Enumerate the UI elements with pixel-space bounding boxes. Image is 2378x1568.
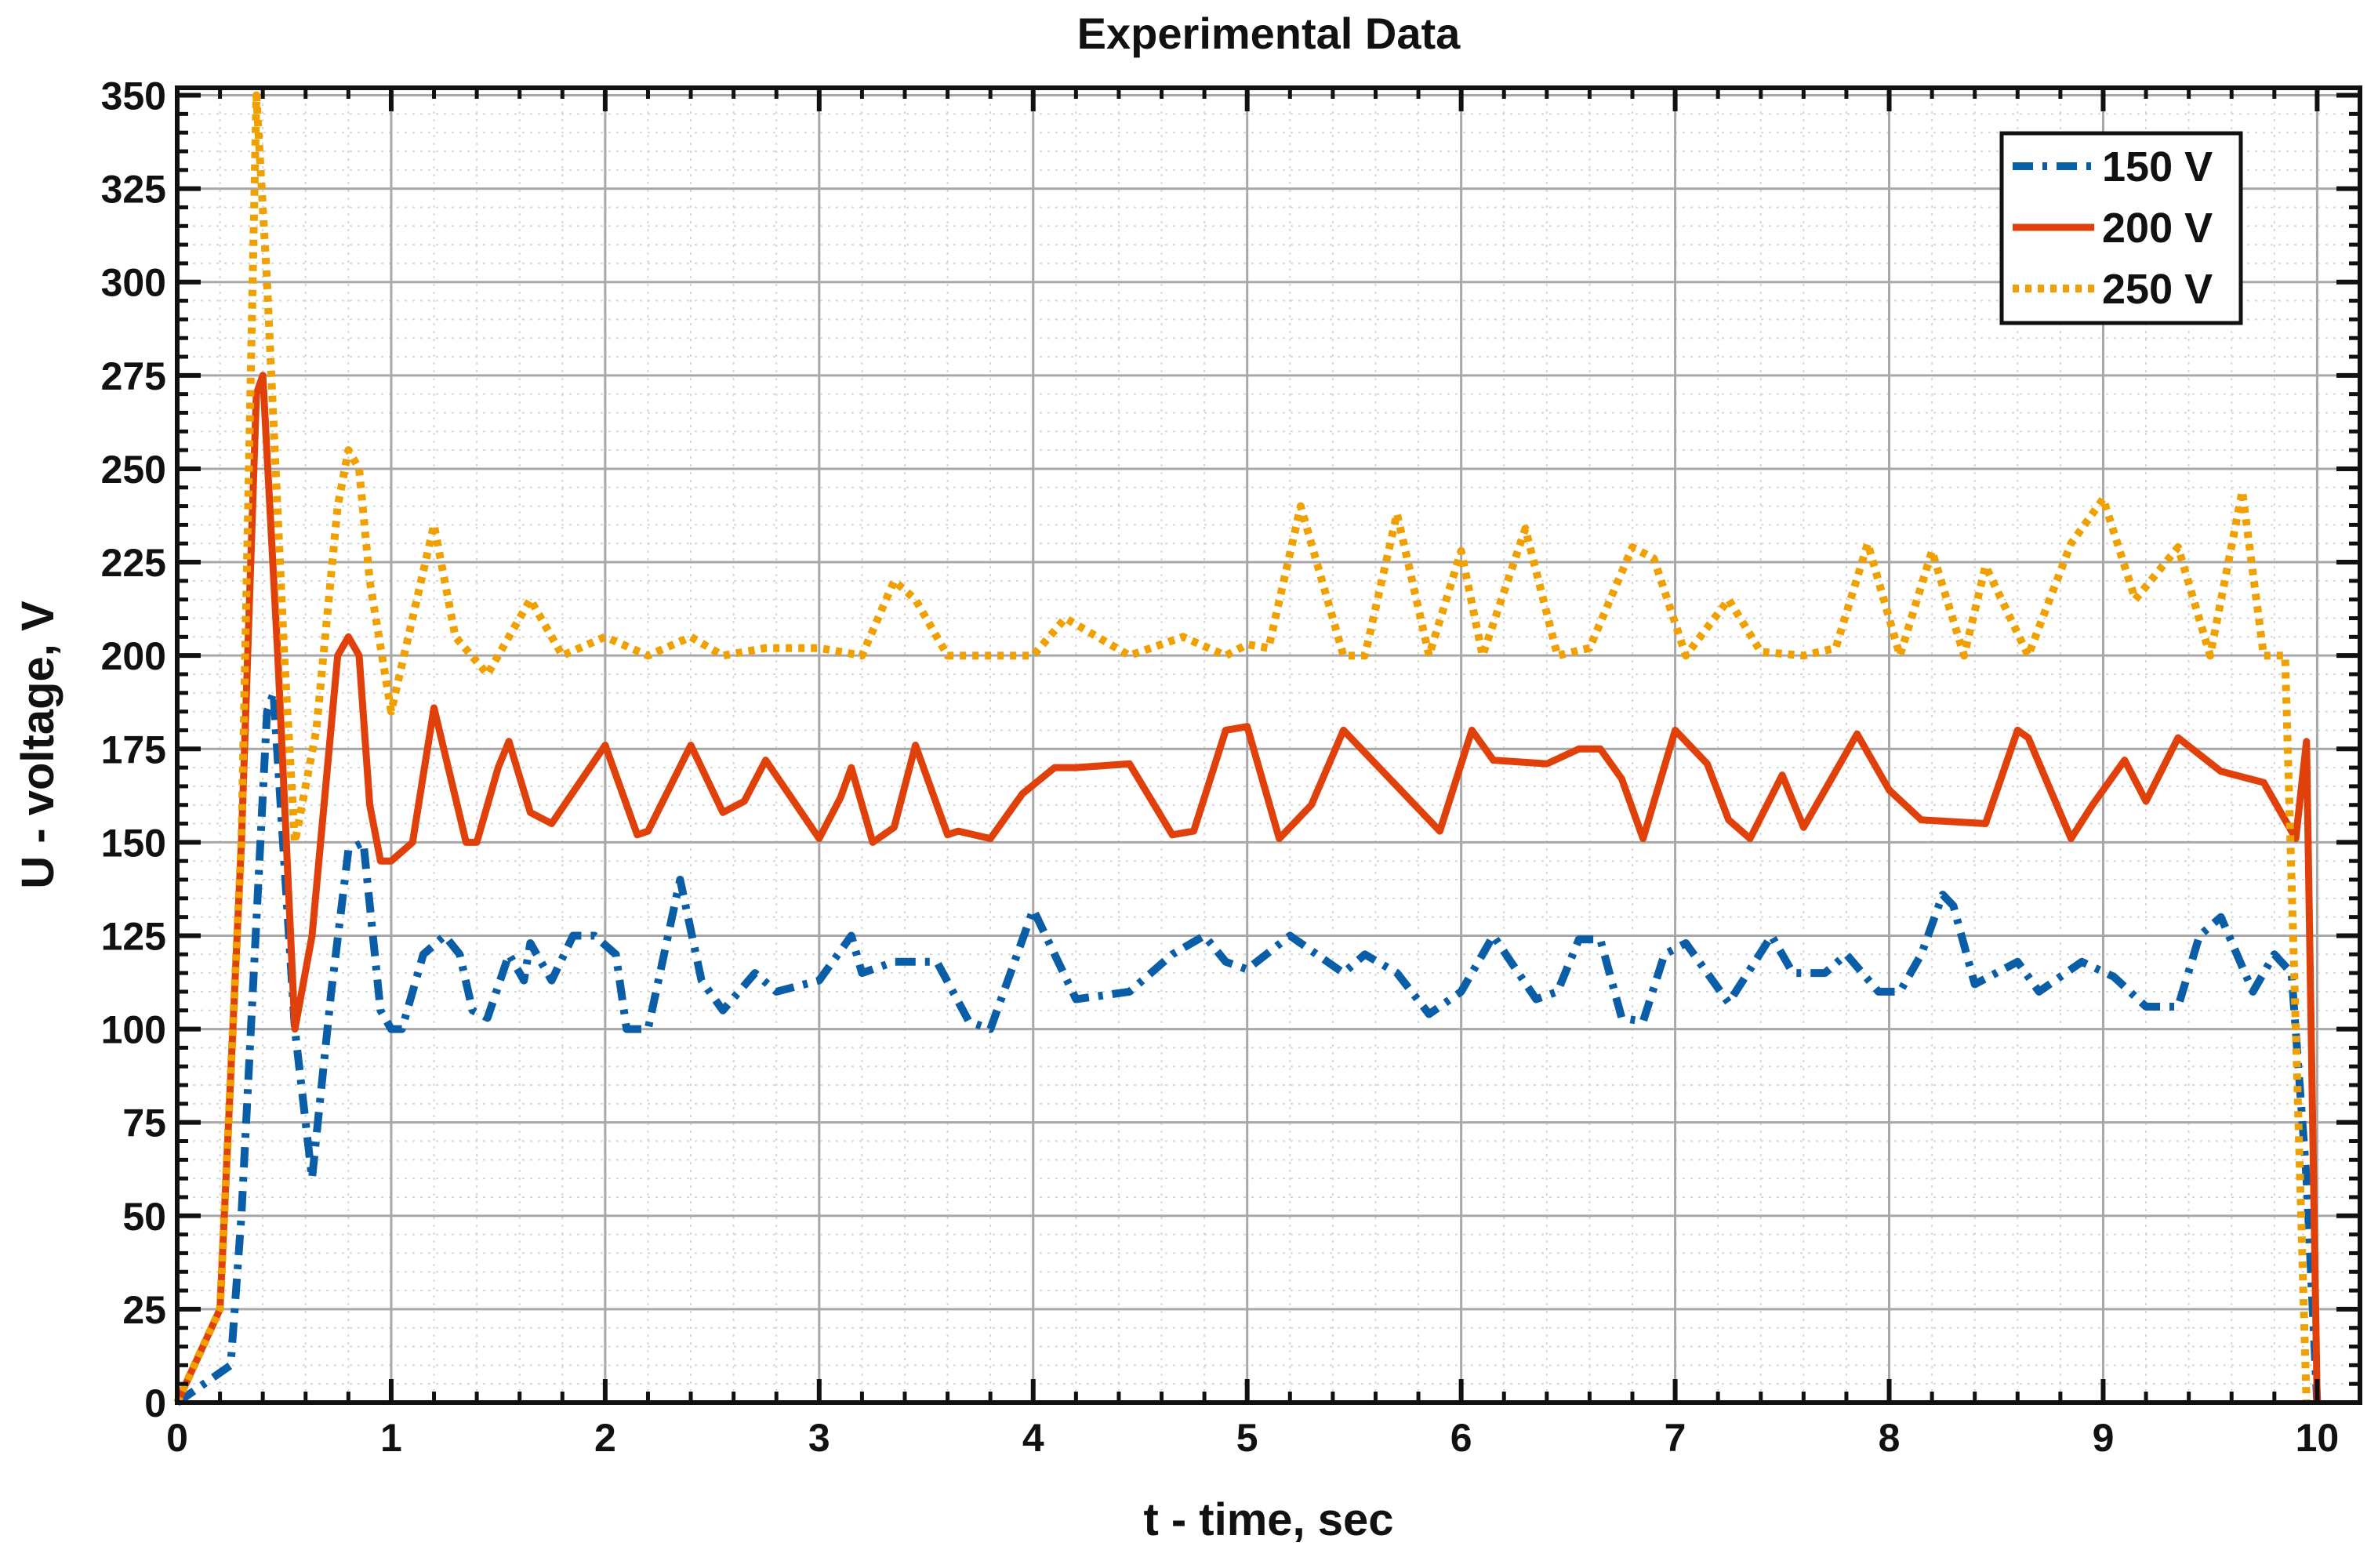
x-tick-label: 5 [1236,1416,1258,1460]
x-tick-label: 0 [166,1416,188,1460]
y-tick-label: 200 [101,634,166,678]
x-tick-label: 6 [1450,1416,1472,1460]
y-tick-label: 100 [101,1008,166,1052]
axes: 0 1 2 3 4 5 6 7 8 9 100255075100125150175200225250… [101,74,2362,1460]
x-tick-label: 3 [808,1416,830,1460]
y-tick-label: 150 [101,821,166,865]
series-line-200-v [173,372,2321,1404]
x-tick-label: 2 [594,1416,616,1460]
legend-label: 200 V [2102,205,2213,252]
x-tick-label: 4 [1022,1416,1044,1460]
plot-frame [175,85,2362,1405]
x-tick-label: 1 [380,1416,402,1460]
x-tick-label: 8 [1879,1416,1901,1460]
y-tick-label: 300 [101,261,166,305]
y-tick-label: 225 [101,541,166,585]
chart-title: Experimental Data [1077,9,1461,58]
y-tick-label: 250 [101,448,166,492]
y-tick-label: 175 [101,728,166,771]
x-tick-label: 7 [1665,1416,1686,1460]
y-tick-label: 325 [101,168,166,212]
series-line-150-v [175,688,2322,1406]
y-tick-label: 0 [144,1381,166,1425]
x-tick-label: 10 [2296,1416,2340,1460]
legend-label: 150 V [2102,143,2213,191]
x-tick-label: 9 [2093,1416,2115,1460]
x-axis-label: t - time, sec [1143,1494,1393,1545]
legend-label: 250 V [2102,266,2213,313]
y-tick-label: 25 [122,1288,166,1332]
y-tick-label: 75 [122,1102,166,1145]
y-tick-label: 125 [101,914,166,958]
y-axis-label: U - voltage, V [13,601,64,889]
y-tick-label: 350 [101,74,166,118]
series-lines [173,91,2322,1406]
y-tick-label: 275 [101,354,166,398]
legend: 150 V 200 V 250 V [1999,131,2243,325]
y-tick-label: 50 [122,1195,166,1239]
